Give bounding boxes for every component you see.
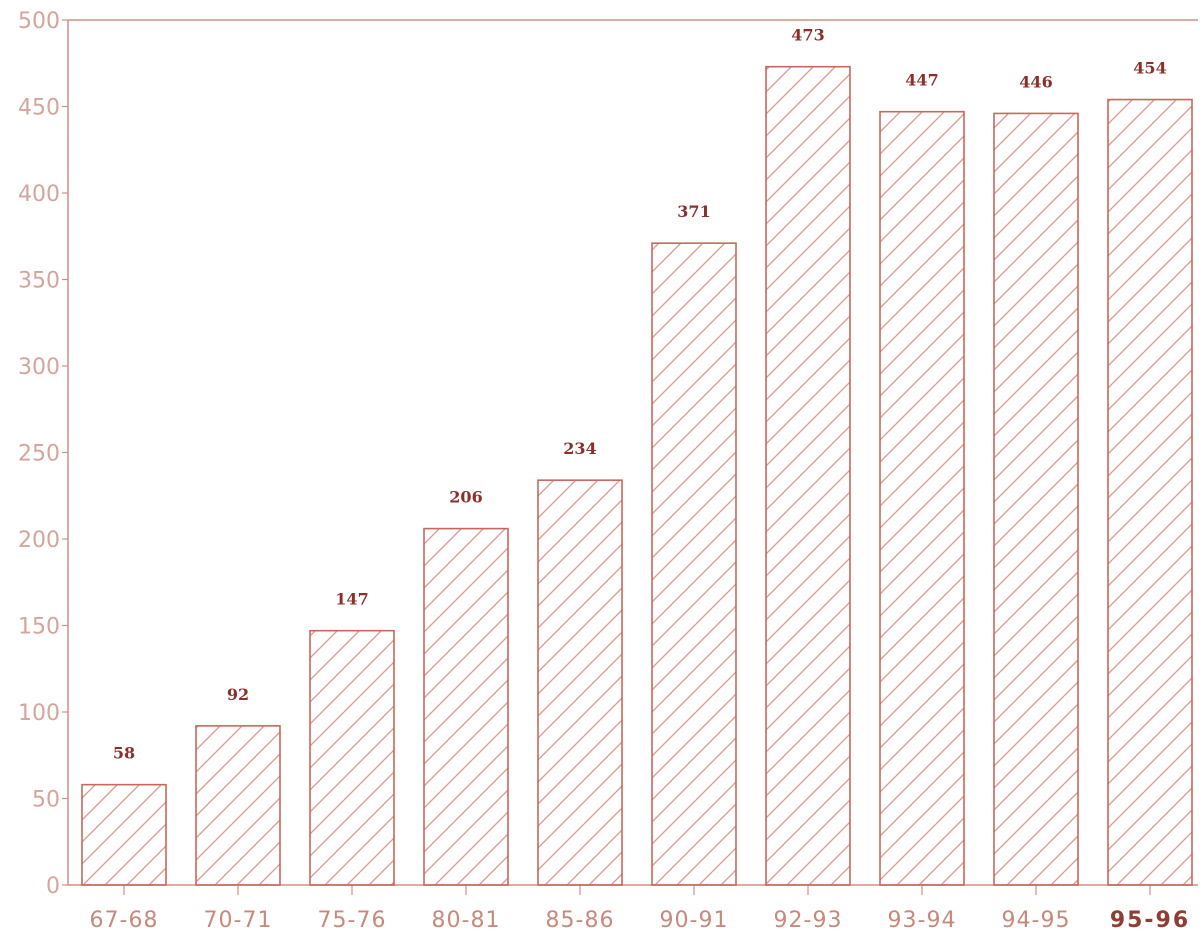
bars — [81, 65, 1193, 886]
y-tick-label: 400 — [18, 182, 60, 207]
bar — [423, 527, 509, 886]
bar — [195, 725, 281, 886]
bar — [81, 783, 167, 886]
y-tick-label: 350 — [18, 269, 60, 294]
axes: 0 50 100 150 200 250 300 350 400 450 500 — [18, 9, 1198, 899]
y-tick-label: 150 — [18, 615, 60, 640]
x-tick-label: 85-86 — [546, 908, 615, 933]
x-tick-label: 95-96 — [1110, 908, 1190, 933]
y-tick-label: 250 — [18, 442, 60, 467]
data-label: 446 — [1019, 72, 1052, 91]
data-label: 473 — [791, 26, 824, 45]
y-tick-label: 0 — [46, 874, 60, 899]
x-tick-label: 92-93 — [774, 908, 843, 933]
x-tick-label: 67-68 — [90, 908, 159, 933]
x-tick-label: 90-91 — [660, 908, 729, 933]
data-label: 58 — [113, 744, 135, 763]
data-label: 234 — [563, 439, 596, 458]
labels: 67-68 58 70-71 92 75-76 147 80-81 206 85-86 234 90… — [90, 26, 1190, 933]
bar — [651, 242, 737, 886]
bar — [537, 479, 623, 886]
y-tick-label: 500 — [18, 9, 60, 34]
data-label: 147 — [335, 590, 368, 609]
bar — [1107, 98, 1193, 886]
y-tick-label: 50 — [32, 788, 60, 813]
bar — [309, 629, 395, 886]
bar — [879, 110, 965, 886]
data-label: 454 — [1133, 59, 1166, 78]
x-tick-label: 75-76 — [318, 908, 387, 933]
x-tick-label: 93-94 — [888, 908, 957, 933]
y-tick-label: 100 — [18, 701, 60, 726]
x-tick-label: 80-81 — [432, 908, 501, 933]
data-label: 447 — [905, 71, 938, 90]
x-tick-label: 94-95 — [1002, 908, 1071, 933]
y-tick-label: 450 — [18, 96, 60, 121]
y-tick-label: 300 — [18, 355, 60, 380]
data-label: 92 — [227, 685, 249, 704]
data-label: 206 — [449, 488, 482, 507]
bar — [765, 65, 851, 886]
data-label: 371 — [677, 202, 710, 221]
x-tick-label: 70-71 — [204, 908, 273, 933]
y-tick-label: 200 — [18, 528, 60, 553]
bar — [993, 112, 1079, 886]
